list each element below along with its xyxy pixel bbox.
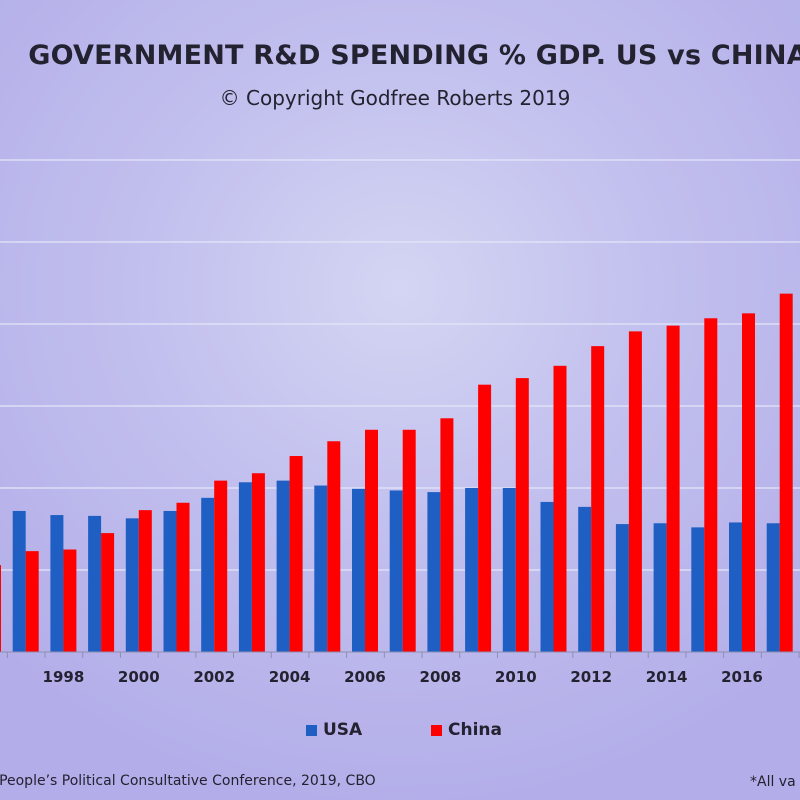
bar-usa-2007: [389, 490, 403, 652]
bar-china-1998: [63, 549, 77, 652]
bar-usa-2000: [125, 518, 139, 652]
x-tick-label: 2014: [646, 668, 688, 686]
footnote: *All va: [750, 774, 796, 790]
bar-china-2016: [742, 313, 755, 652]
legend-item-china: China: [431, 720, 502, 740]
bar-china-2000: [138, 510, 152, 652]
bar-usa-2013: [615, 524, 629, 652]
bar-china-2009: [478, 384, 492, 652]
x-axis: [0, 651, 800, 658]
bar-china-2013: [628, 331, 642, 652]
bar-usa-1998: [50, 515, 64, 652]
bar-china-2001: [176, 502, 190, 652]
bar-usa-1997: [12, 510, 26, 652]
bar-china-2005: [327, 441, 341, 652]
legend-item-usa: USA: [306, 720, 362, 740]
x-tick-label: 2010: [495, 668, 537, 686]
bar-china-2015: [704, 318, 718, 652]
bar-usa-2017: [766, 523, 780, 652]
bar-china-1997: [25, 551, 39, 652]
bar-usa-2006: [352, 488, 365, 652]
source-note: e People’s Political Consultative Confer…: [0, 773, 376, 789]
x-tick-label: 2006: [344, 668, 386, 686]
bar-usa-2010: [502, 488, 516, 652]
chart-subtitle: © Copyright Godfree Roberts 2019: [219, 86, 571, 110]
bar-usa-2011: [540, 501, 554, 652]
bar-china-2004: [289, 456, 303, 652]
bar-china-2006: [365, 429, 378, 652]
bar-usa-2003: [238, 482, 252, 652]
x-tick-label: 2008: [420, 668, 462, 686]
x-tick-label: 2016: [721, 668, 763, 686]
x-tick-labels: 9619982000200220042006200820102012201420…: [43, 668, 763, 686]
bar-usa-2016: [729, 522, 742, 652]
bar-china-2010: [515, 378, 529, 652]
bar-usa-2009: [465, 488, 479, 652]
chart-title: GOVERNMENT R&D SPENDING % GDP. US vs CHI…: [28, 40, 800, 71]
bar-usa-2012: [578, 506, 592, 652]
legend-swatch-usa: [306, 724, 317, 736]
bar-china-2003: [251, 473, 265, 652]
legend-swatch-china: [431, 724, 442, 736]
bar-china-2011: [553, 365, 567, 652]
bar-china-2017: [779, 293, 793, 652]
bar-china-1999: [101, 533, 115, 652]
bar-usa-2004: [276, 480, 290, 652]
bars: [0, 293, 793, 652]
bar-usa-1999: [88, 515, 102, 652]
bar-usa-2008: [427, 492, 441, 652]
x-tick-label: 2004: [269, 668, 311, 686]
bar-china-2014: [666, 325, 680, 652]
bar-china-2008: [440, 418, 454, 652]
bar-usa-2002: [201, 497, 215, 652]
bar-china-1996: [0, 565, 1, 652]
bar-usa-2001: [163, 510, 177, 652]
bar-china-2012: [591, 346, 605, 652]
x-tick-label: 2002: [193, 668, 235, 686]
bar-usa-2015: [691, 527, 705, 652]
legend-label-china: China: [448, 720, 502, 740]
x-tick-label: 2012: [570, 668, 612, 686]
bar-china-2002: [214, 480, 228, 652]
x-tick-label: 2000: [118, 668, 160, 686]
x-tick-label: 1998: [43, 668, 85, 686]
bar-usa-2014: [653, 523, 667, 652]
legend-label-usa: USA: [323, 720, 363, 740]
bar-usa-2005: [314, 485, 328, 652]
bar-china-2007: [402, 429, 416, 652]
